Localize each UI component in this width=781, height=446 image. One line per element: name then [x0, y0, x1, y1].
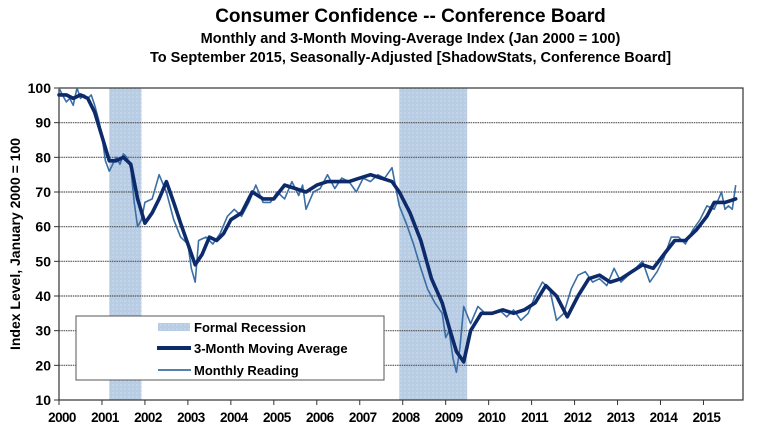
x-tick-label: 2013	[607, 410, 636, 425]
x-tick-label: 2006	[306, 410, 335, 425]
x-tick-label: 2012	[564, 410, 592, 425]
x-tick-label: 2015	[693, 410, 722, 425]
y-axis-title: Index Level, January 2000 = 100	[7, 138, 23, 350]
x-tick-label: 2011	[521, 410, 549, 425]
legend: Formal Recession 3-Month Moving Average …	[75, 315, 385, 381]
y-tick-label: 10	[35, 392, 51, 408]
x-tick-label: 2000	[48, 410, 76, 425]
legend-label-recession: Formal Recession	[194, 320, 306, 335]
series-3-month-moving-average	[57, 93, 738, 364]
x-tick-label: 2003	[177, 410, 206, 425]
x-tick-label: 2014	[650, 410, 679, 425]
x-axis: 2000 2001 2002 2003 2004 2005 2006 2007 2008 2009…	[48, 400, 722, 425]
legend-box	[75, 315, 385, 381]
x-tick-label: 2010	[478, 410, 506, 425]
y-tick-label: 90	[35, 115, 51, 131]
x-tick-label: 2008	[392, 410, 421, 425]
legend-swatch-recession	[158, 323, 190, 331]
y-axis: 10 20 30 40 50 60 70 80 90 100	[28, 80, 59, 408]
y-tick-label: 30	[35, 323, 51, 339]
chart-subtitle-2: To September 2015, Seasonally-Adjusted […	[149, 50, 672, 66]
y-tick-label: 50	[35, 253, 51, 269]
legend-label-moving-average: 3-Month Moving Average	[194, 341, 348, 356]
legend-label-monthly: Monthly Reading	[194, 363, 299, 378]
x-tick-label: 2007	[349, 410, 377, 425]
x-tick-label: 2001	[91, 410, 120, 425]
chart-title: Consumer Confidence -- Conference Board	[215, 6, 606, 27]
y-tick-label: 80	[35, 149, 51, 165]
y-tick-label: 100	[28, 80, 52, 96]
x-tick-label: 2002	[134, 410, 162, 425]
y-tick-label: 40	[35, 288, 51, 304]
chart-subtitle-1: Monthly and 3-Month Moving-Average Index…	[200, 31, 621, 47]
series	[57, 87, 738, 374]
y-tick-label: 60	[35, 219, 51, 235]
plot-frame	[58, 87, 744, 401]
y-tick-label: 20	[35, 357, 51, 373]
x-tick-label: 2009	[435, 410, 463, 425]
y-tick-label: 70	[35, 184, 51, 200]
x-tick-label: 2004	[220, 410, 249, 425]
x-tick-label: 2005	[263, 410, 292, 425]
